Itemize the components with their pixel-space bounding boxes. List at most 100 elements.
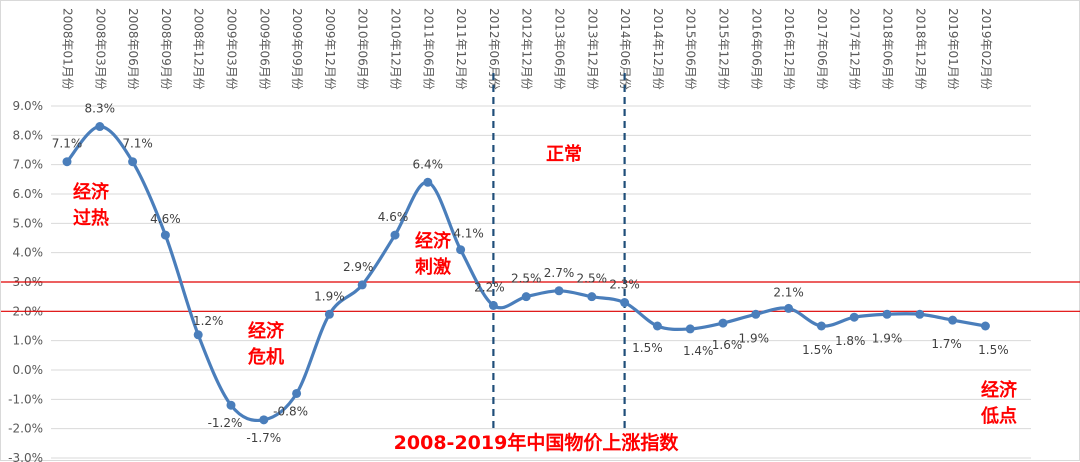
data-point <box>423 177 433 187</box>
y-tick-label: -1.0% <box>8 392 43 406</box>
data-point <box>915 309 925 319</box>
y-tick-label: 0.0% <box>13 363 44 377</box>
data-labels: 7.1% 8.3% 7.1% 4.6% 1.2% -1.2%-1.7% -0.8% 1.9% 2… <box>52 102 1009 445</box>
x-tick-label: 2010年06月份 <box>356 8 370 90</box>
data-point <box>751 309 761 319</box>
x-tick-label: 2019年01月份 <box>946 8 960 90</box>
data-label: 2.5% <box>577 272 608 286</box>
data-label: 1.5% <box>802 343 833 357</box>
data-point <box>324 309 334 319</box>
data-label: 6.4% <box>413 157 444 171</box>
y-tick-label: 5.0% <box>13 216 44 230</box>
x-tick-label: 2012年12月份 <box>520 8 534 90</box>
gridlines <box>51 105 1031 459</box>
data-point <box>521 292 531 302</box>
data-point <box>554 286 564 296</box>
data-point <box>226 400 236 410</box>
x-tick-label: 2008年01月份 <box>61 8 75 90</box>
annotation-line: 过热 <box>73 207 109 229</box>
data-label: 1.6% <box>712 338 743 352</box>
y-tick-label: 8.0% <box>13 128 44 142</box>
data-point <box>259 415 269 425</box>
data-label: 2.2% <box>474 280 505 294</box>
data-label: -1.7% <box>246 431 281 445</box>
data-point <box>456 245 466 255</box>
data-label: 2.7% <box>544 266 575 280</box>
data-label: 1.5% <box>978 343 1009 357</box>
period-annotation: 经济低点 <box>980 379 1018 427</box>
data-point <box>980 321 990 331</box>
x-tick-label: 2017年06月份 <box>815 8 829 90</box>
vertical-markers <box>492 73 626 431</box>
data-label: 1.5% <box>632 341 663 355</box>
annotation-line: 经济 <box>415 230 452 252</box>
data-label: 4.6% <box>378 210 409 224</box>
data-label: 2.9% <box>343 260 374 274</box>
data-point <box>193 330 203 340</box>
data-label: -0.8% <box>273 404 308 418</box>
data-label: 1.8% <box>835 334 866 348</box>
data-label: 1.9% <box>739 331 770 345</box>
y-tick-label: 4.0% <box>13 246 44 260</box>
x-tick-label: 2018年06月份 <box>881 8 895 90</box>
period-annotation: 经济刺激 <box>415 230 452 278</box>
data-point <box>620 298 630 308</box>
x-tick-label: 2009年12月份 <box>323 8 337 90</box>
data-label: 2.5% <box>511 272 542 286</box>
annotation-line: 经济 <box>981 379 1018 401</box>
data-point <box>160 230 170 240</box>
x-tick-label: 2008年12月份 <box>192 8 206 90</box>
y-tick-label: 6.0% <box>13 187 44 201</box>
period-annotation: 经济危机 <box>247 320 285 368</box>
annotation-line: 正常 <box>546 143 582 165</box>
y-tick-label: 9.0% <box>13 99 44 113</box>
data-point <box>948 315 958 325</box>
y-tick-label: -3.0% <box>8 451 43 462</box>
annotation-line: 刺激 <box>415 256 451 278</box>
data-point <box>128 157 138 167</box>
x-tick-label: 2016年12月份 <box>782 8 796 90</box>
data-point <box>849 312 859 322</box>
data-point <box>587 292 597 302</box>
x-tick-label: 2009年09月份 <box>290 8 304 90</box>
data-label: 1.2% <box>193 314 224 328</box>
data-point <box>488 300 498 310</box>
data-point <box>95 122 105 132</box>
data-point <box>390 230 400 240</box>
y-tick-label: 1.0% <box>13 334 44 348</box>
data-label: 7.1% <box>52 137 83 151</box>
y-tick-label: 7.0% <box>13 158 44 172</box>
data-point <box>718 318 728 328</box>
data-label: 1.4% <box>683 344 714 358</box>
data-label: -1.2% <box>208 416 243 430</box>
data-point <box>816 321 826 331</box>
data-point <box>62 157 72 167</box>
data-label: 4.6% <box>150 212 181 226</box>
annotation-line: 低点 <box>980 405 1017 427</box>
data-label: 8.3% <box>85 102 116 116</box>
x-tick-label: 2008年03月份 <box>93 8 107 90</box>
x-tick-label: 2012年06月份 <box>487 8 501 90</box>
chart-title: 2008-2019年中国物价上涨指数 <box>394 431 680 454</box>
data-label: 7.1% <box>122 137 153 151</box>
period-annotation: 经济过热 <box>73 181 110 229</box>
data-point <box>784 303 794 313</box>
x-tick-label: 2015年12月份 <box>717 8 731 90</box>
x-tick-label: 2018年12月份 <box>913 8 927 90</box>
x-tick-label: 2008年06月份 <box>126 8 140 90</box>
data-label: 4.1% <box>453 227 484 241</box>
x-tick-label: 2017年12月份 <box>848 8 862 90</box>
x-tick-label: 2014年06月份 <box>618 8 632 90</box>
y-axis-ticks: 9.0%8.0%7.0%6.0%5.0%4.0%3.0%2.0%1.0%0.0%… <box>8 99 43 462</box>
x-tick-label: 2011年06月份 <box>421 8 435 90</box>
annotation-line: 经济 <box>73 181 110 203</box>
data-point <box>685 324 695 334</box>
x-axis-ticks: 2008年01月份 2008年03月份 2008年06月份 2008年09月份 2008… <box>61 8 993 90</box>
data-label: 2.1% <box>773 285 804 299</box>
x-tick-label: 2013年12月份 <box>585 8 599 90</box>
data-label: 1.9% <box>314 289 345 303</box>
x-tick-label: 2014年12月份 <box>651 8 665 90</box>
